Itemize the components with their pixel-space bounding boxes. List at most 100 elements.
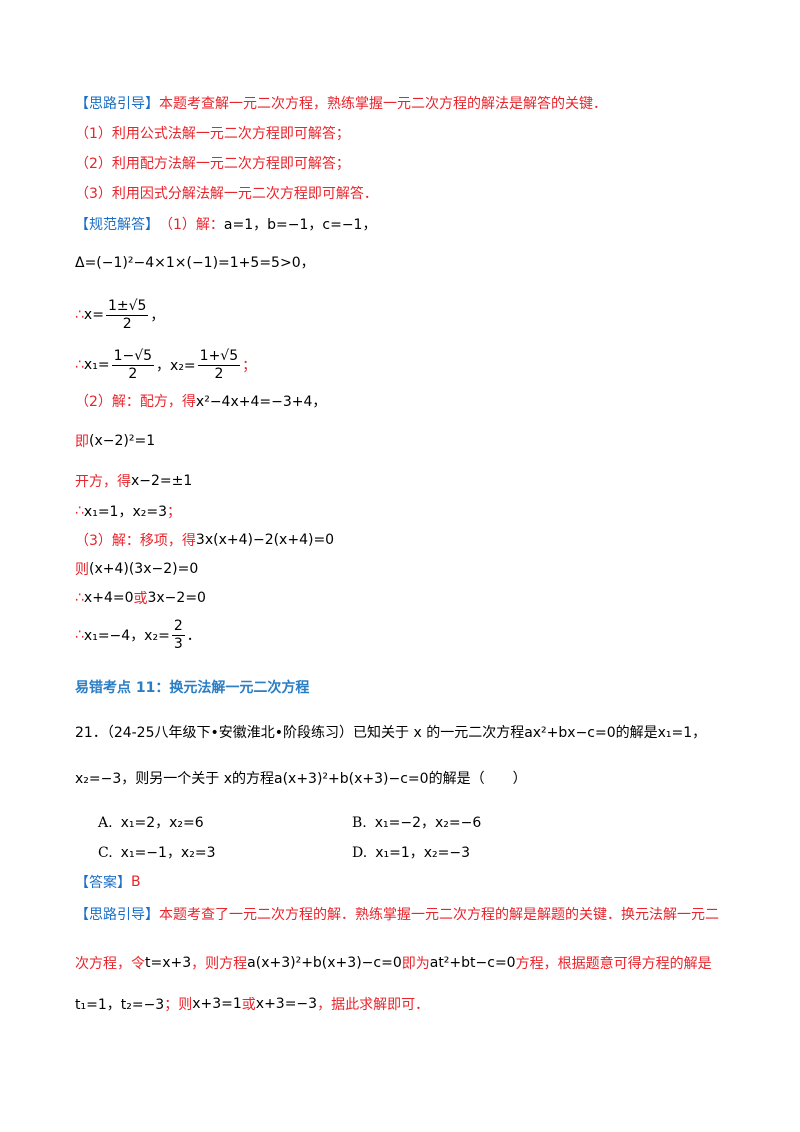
text-run: B [131,874,141,890]
text-run: ； [167,504,181,520]
text-run: ，据此求解即可． [317,997,430,1013]
text-line: ∴ x₁= 1−√5 2 ，x₂= 1+√5 2； [75,345,256,385]
option: B. x₁=−2，x₂=−6 [352,812,481,832]
text-run: x+4=0 [83,590,134,606]
text-run: x−2=±1 [131,473,193,489]
text-run: x+3=1 [192,996,242,1012]
text-line: ∴ x= 1±√5 2 ， [75,295,164,335]
fraction: 1−√5 2 [111,347,155,383]
text-run: (x+4)(3x−2)=0 [89,561,199,577]
text-line: Δ=(−1)²−4×1×(−1)=1+5=5>0， [75,242,315,282]
text-line: 【答案】 B [75,862,141,902]
text-run: 【答案】 [75,875,131,891]
text-line: t₁=1，t₂=−3 ；则 x+3=1 或 x+3=−3 ，据此求解即可． [75,984,429,1024]
text-run: x₁=1，x₂=3 [83,504,167,520]
text-run: ， [150,308,165,324]
text-line: （3）利用因式分解法解一元二次方程即可解答． [75,173,378,213]
text-run: 3x(x+4)−2(x+4)=0 [195,532,335,548]
text-run: 【思路引导】 [75,96,159,112]
text-run: (x−2)²=1 [89,433,156,449]
text-run: 开方，得 [75,474,131,490]
option-label: D. [352,845,368,861]
text-run: x+3=−3 [255,996,318,1012]
option-text: x₁=2，x₂=6 [120,815,204,831]
denominator: 2 [214,365,224,382]
text-run: 即 [75,434,89,450]
option: C. x₁=−1，x₂=3 [98,842,215,862]
text-line: x₂=−3，则另一个关于 x的方程a(x+3)²+b(x+3)−c=0的解是（ … [75,758,527,798]
text-run: 方程，根据题意可得方程的解是 [515,956,712,972]
denominator: 2 [122,315,132,332]
text-line: 21．（24-25八年级下•安徽淮北•阶段练习）已知关于 x 的一元二次方程ax… [75,712,706,752]
text-line: （2）利用配方法解一元二次方程即可解答； [75,143,350,183]
text-line: （3）解：移项，得 3x(x+4)−2(x+4)=0 [75,520,334,560]
text-line: 则 (x+4)(3x−2)=0 [75,549,198,589]
numerator: 1±√5 [105,297,149,316]
text-run: 【规范解答】 [75,217,159,233]
text-run: 则 [75,562,89,578]
text-run: （1）解： [159,217,224,233]
text-run: t=x+3 [145,955,192,971]
numerator: 1−√5 [111,347,155,366]
text-run: （3）解：移项，得 [75,533,196,549]
text-run: 或 [241,997,256,1013]
text-run: ∴ [75,503,84,519]
text-run: ∴ [75,627,84,643]
denominator: 2 [128,365,138,382]
text-line: ∴ x₁=−4，x₂= 2 3 ． [75,615,201,655]
text-run: ∴ [75,307,84,323]
text-run: x₁=−4，x₂= [83,628,170,644]
text-run: x₁= [83,357,110,373]
option-label: C. [98,845,113,861]
text-run: ． [186,628,201,644]
text-run: 21．（24-25八年级下•安徽淮北•阶段练习）已知关于 x 的一元二次方程ax… [75,725,707,741]
fraction: 1+√5 2 [197,347,241,383]
text-run: 次方程，令 [75,956,145,972]
text-run: ，x₂= [156,358,196,374]
text-run: ∴ [75,357,84,373]
text-run: x²−4x+4=−3+4， [195,394,327,410]
text-line: 【思路引导】 本题考查了一元二次方程的解．熟练掌握一元二次方程的解是解题的关键．换… [75,894,719,934]
text-run: ，则方程 [191,956,248,972]
text-run: a(x+3)²+b(x+3)−c=0 [247,955,402,971]
text-line: （2）解：配方，得 x²−4x+4=−3+4， [75,381,326,421]
text-line: 【思路引导】 本题考查解一元二次方程，熟练掌握一元二次方程的解法是解答的关键． [75,83,607,123]
text-line: ∴ x+4=0 或 3x−2=0 [75,578,206,618]
text-run: （2）解：配方，得 [75,394,196,410]
text-run: （3）利用因式分解法解一元二次方程即可解答． [75,186,378,202]
option-text: x₁=−2，x₂=−6 [374,815,482,831]
text-run: （1）利用公式法解一元二次方程即可解答； [75,126,350,142]
text-line: ∴ x₁=1，x₂=3； [75,491,181,531]
text-run: ∴ [75,590,84,606]
text-run: Δ=(−1)²−4×1×(−1)=1+5=5>0， [75,255,315,271]
text-line: 次方程，令 t=x+3 ，则方程 a(x+3)²+b(x+3)−c=0 即为 at²+bt… [75,943,712,983]
text-run: （2）利用配方法解一元二次方程即可解答； [75,156,350,172]
text-run: 易错考点 11：换元法解一元二次方程 [75,680,310,696]
text-run: t₁=1，t₂=−3 [75,997,165,1013]
option-label: B. [352,815,367,831]
text-run: x₂=−3，则另一个关于 x的方程a(x+3)²+b(x+3)−c=0的解是（ … [75,771,527,787]
text-run: ； [242,358,257,374]
text-line: （1）利用公式法解一元二次方程即可解答； [75,113,350,153]
text-run: 本题考查了一元二次方程的解．熟练掌握一元二次方程的解是解题的关键．换元法解一元二 [159,907,719,923]
text-run: at²+bt−c=0 [429,955,516,971]
text-run: 即为 [401,956,430,972]
section-heading: 易错考点 11：换元法解一元二次方程 [75,667,309,707]
text-run: 本题考查解一元二次方程，熟练掌握一元二次方程的解法是解答的关键． [159,96,607,112]
denominator: 3 [173,635,183,652]
option-text: x₁=1，x₂=−3 [375,845,470,861]
text-run: a=1，b=−1，c=−1， [223,217,377,233]
numerator: 1+√5 [197,347,241,366]
option: A. x₁=2，x₂=6 [98,812,204,832]
text-run: 【思路引导】 [75,907,159,923]
option-label: A. [98,815,113,831]
text-line: 即 (x−2)²=1 [75,421,155,461]
text-line: 【规范解答】 （1）解： a=1，b=−1，c=−1， [75,204,376,244]
text-run: x= [83,307,104,323]
option-text: x₁=−1，x₂=3 [120,845,216,861]
text-line: 开方，得 x−2=±1 [75,461,192,501]
text-run: 3x−2=0 [147,590,206,606]
numerator: 2 [171,617,185,636]
